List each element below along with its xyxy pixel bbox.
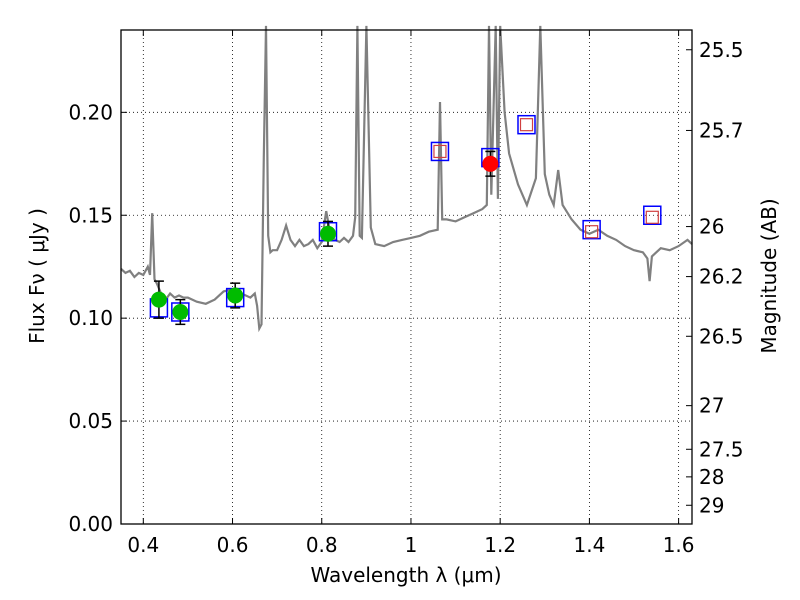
upper-limit-marker [433, 144, 447, 159]
mag-tick-label: 27.5 [699, 437, 744, 461]
x-tick-label: 0.4 [127, 533, 159, 557]
mag-tick-label: 27 [699, 394, 724, 418]
green-detection-point [319, 225, 336, 242]
y-tick-label: 0.10 [68, 306, 113, 330]
green-detection-point [172, 303, 189, 320]
mag-tick-label: 29 [699, 493, 724, 517]
spectrum-line [120, 25, 693, 333]
green-detection-point [150, 291, 167, 308]
mag-tick-label: 26 [699, 215, 724, 239]
mag-tick-label: 25.5 [699, 38, 744, 62]
y2-axis-label: Magnitude (AB) [757, 198, 781, 353]
upper-limit-marker [585, 225, 599, 239]
y-axis-label: Flux Fν ( μJy ) [25, 208, 49, 344]
model-box-marker [582, 219, 601, 240]
model-box-marker [517, 114, 536, 135]
x-tick-label: 1.2 [484, 533, 516, 557]
model-box-marker [643, 205, 662, 225]
axis-ticks: 0.4 0.6 0.8 1 1.2 1.4 1.6 0.00 0.05 0.10 0.15 0.20 2… [68, 30, 744, 557]
y-tick-label: 0.05 [68, 409, 113, 433]
plot-frame [120, 29, 693, 525]
green-detection-point [227, 287, 244, 304]
grid-lines [121, 30, 692, 525]
upper-limit-marker [519, 118, 534, 132]
x-tick-label: 0.6 [217, 533, 249, 557]
mag-tick-label: 28 [699, 465, 724, 489]
x-tick-label: 1.4 [573, 533, 605, 557]
x-tick-label: 1 [405, 533, 418, 557]
x-tick-label: 1.6 [663, 533, 695, 557]
x-tick-label: 0.8 [306, 533, 338, 557]
y-tick-label: 0.15 [68, 203, 113, 227]
y-tick-label: 0.00 [68, 512, 113, 536]
x-axis-label: Wavelength λ (μm) [310, 563, 501, 587]
upper-limit-marker [645, 210, 659, 224]
mag-tick-label: 26.2 [699, 265, 744, 289]
mag-tick-label: 26.5 [699, 324, 744, 348]
red-detection-point [482, 155, 499, 172]
mag-tick-label: 25.7 [699, 118, 744, 142]
spectrum-layer [120, 25, 693, 333]
y-tick-label: 0.20 [68, 100, 113, 124]
model-box-marker [430, 141, 450, 162]
photometry-marks [149, 114, 662, 326]
